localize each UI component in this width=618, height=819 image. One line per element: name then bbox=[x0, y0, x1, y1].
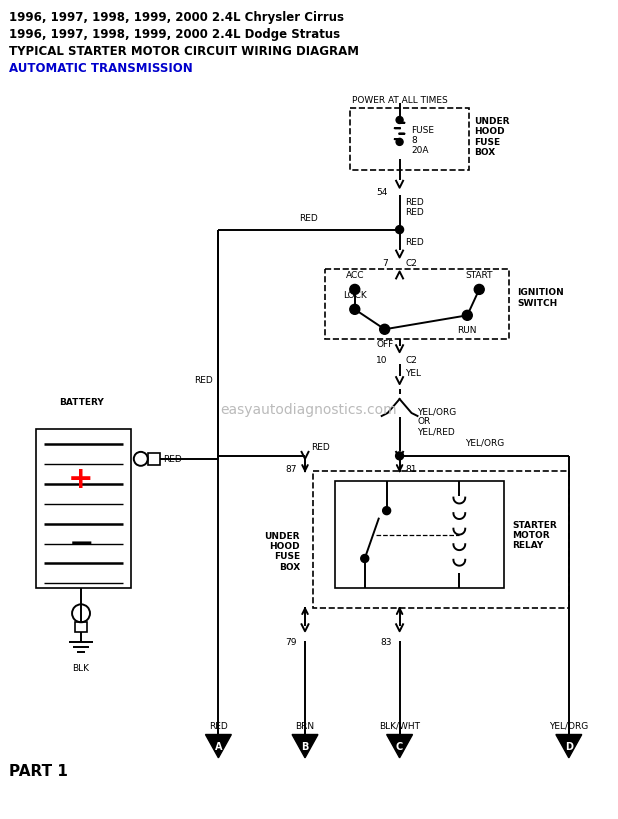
Text: LOCK: LOCK bbox=[343, 291, 366, 300]
Text: A: A bbox=[214, 741, 222, 751]
Text: BLK: BLK bbox=[72, 663, 90, 672]
Text: 8: 8 bbox=[412, 136, 417, 145]
Text: AUTOMATIC TRANSMISSION: AUTOMATIC TRANSMISSION bbox=[9, 62, 193, 75]
Text: 1996, 1997, 1998, 1999, 2000 2.4L Dodge Stratus: 1996, 1997, 1998, 1999, 2000 2.4L Dodge … bbox=[9, 29, 341, 41]
Circle shape bbox=[379, 325, 389, 335]
Bar bbox=[350, 109, 469, 170]
Text: D: D bbox=[565, 741, 573, 751]
Text: 20A: 20A bbox=[412, 146, 429, 155]
Circle shape bbox=[350, 305, 360, 315]
Text: RED: RED bbox=[193, 375, 213, 384]
Text: PART 1: PART 1 bbox=[9, 762, 68, 778]
Bar bbox=[325, 270, 509, 340]
Polygon shape bbox=[292, 735, 318, 758]
Text: RED: RED bbox=[209, 721, 228, 730]
Text: 79: 79 bbox=[286, 637, 297, 646]
Text: YEL/ORG: YEL/ORG bbox=[549, 721, 588, 730]
Text: easyautodiagnostics.com: easyautodiagnostics.com bbox=[221, 402, 397, 417]
Circle shape bbox=[361, 554, 369, 563]
Text: YEL: YEL bbox=[405, 369, 421, 378]
Text: 87: 87 bbox=[286, 464, 297, 473]
Circle shape bbox=[396, 139, 403, 147]
Text: BATTERY: BATTERY bbox=[59, 397, 103, 406]
Text: BLK/WHT: BLK/WHT bbox=[379, 721, 420, 730]
Text: C2: C2 bbox=[405, 355, 417, 364]
Text: RED: RED bbox=[163, 455, 182, 464]
Text: RED: RED bbox=[300, 214, 318, 223]
Text: 54: 54 bbox=[376, 188, 387, 197]
Text: 7: 7 bbox=[382, 259, 387, 268]
Polygon shape bbox=[205, 735, 231, 758]
Text: 81: 81 bbox=[405, 464, 417, 473]
Text: +: + bbox=[68, 464, 94, 494]
Bar bbox=[36, 429, 131, 589]
Circle shape bbox=[396, 452, 404, 460]
Circle shape bbox=[350, 285, 360, 295]
Bar bbox=[148, 453, 159, 465]
Bar bbox=[75, 622, 87, 632]
Text: BRN: BRN bbox=[295, 721, 315, 730]
Circle shape bbox=[396, 117, 403, 124]
Text: UNDER
HOOD
FUSE
BOX: UNDER HOOD FUSE BOX bbox=[474, 117, 510, 157]
Text: 83: 83 bbox=[380, 637, 392, 646]
Circle shape bbox=[474, 285, 485, 295]
Text: ACC: ACC bbox=[345, 271, 364, 280]
Text: RED: RED bbox=[405, 198, 425, 207]
Text: RED: RED bbox=[405, 238, 425, 247]
Text: IGNITION
SWITCH: IGNITION SWITCH bbox=[517, 288, 564, 307]
Text: B: B bbox=[302, 741, 309, 751]
Text: FUSE: FUSE bbox=[412, 126, 434, 135]
Circle shape bbox=[462, 311, 472, 321]
Circle shape bbox=[383, 507, 391, 515]
Text: UNDER
HOOD
FUSE
BOX: UNDER HOOD FUSE BOX bbox=[265, 531, 300, 571]
Text: RED: RED bbox=[311, 443, 330, 452]
Bar bbox=[335, 482, 504, 589]
Circle shape bbox=[396, 226, 404, 234]
Text: C: C bbox=[396, 741, 403, 751]
Text: OFF: OFF bbox=[376, 340, 393, 349]
Text: 10: 10 bbox=[376, 355, 387, 364]
Text: −: − bbox=[68, 529, 94, 559]
Polygon shape bbox=[556, 735, 582, 758]
Polygon shape bbox=[387, 735, 413, 758]
Text: START: START bbox=[465, 271, 493, 280]
Text: RUN: RUN bbox=[457, 326, 477, 335]
Text: 1996, 1997, 1998, 1999, 2000 2.4L Chrysler Cirrus: 1996, 1997, 1998, 1999, 2000 2.4L Chrysl… bbox=[9, 11, 344, 25]
Text: RED: RED bbox=[405, 208, 425, 217]
Text: C2: C2 bbox=[405, 259, 417, 268]
Text: STARTER
MOTOR
RELAY: STARTER MOTOR RELAY bbox=[512, 520, 557, 550]
Text: YEL/ORG: YEL/ORG bbox=[465, 438, 504, 447]
Text: YEL/ORG
OR
YEL/RED: YEL/ORG OR YEL/RED bbox=[418, 406, 457, 437]
Text: TYPICAL STARTER MOTOR CIRCUIT WIRING DIAGRAM: TYPICAL STARTER MOTOR CIRCUIT WIRING DIA… bbox=[9, 45, 359, 58]
Text: POWER AT ALL TIMES: POWER AT ALL TIMES bbox=[352, 96, 447, 105]
Bar bbox=[313, 471, 569, 609]
